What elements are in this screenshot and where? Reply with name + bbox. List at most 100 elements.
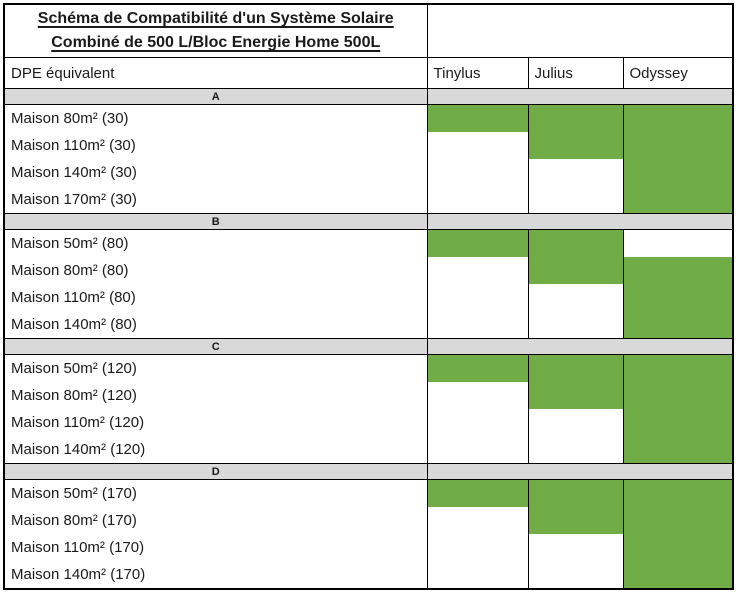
incompatible-cell xyxy=(426,284,528,311)
table-row: Maison 50m² (120) xyxy=(4,354,733,382)
compatible-cell xyxy=(622,159,733,186)
section-label: A xyxy=(4,88,428,105)
section-label: C xyxy=(4,338,428,355)
compatible-cell xyxy=(622,104,733,132)
section-band xyxy=(427,463,733,480)
incompatible-cell xyxy=(527,409,623,436)
house-label: Maison 50m² (120) xyxy=(4,354,427,382)
incompatible-cell xyxy=(426,186,528,214)
compatible-cell xyxy=(622,409,733,436)
compatible-cell xyxy=(622,284,733,311)
incompatible-cell xyxy=(426,132,528,159)
compatible-cell xyxy=(426,229,528,257)
incompatible-cell xyxy=(527,186,623,214)
incompatible-cell xyxy=(426,409,528,436)
table-row: Maison 110m² (80) xyxy=(4,284,733,311)
house-label: Maison 80m² (30) xyxy=(4,104,427,132)
compatible-cell xyxy=(527,354,623,382)
incompatible-cell xyxy=(426,382,528,409)
incompatible-cell xyxy=(622,229,733,257)
compatible-cell xyxy=(622,479,733,507)
house-label: Maison 50m² (80) xyxy=(4,229,427,257)
compatible-cell xyxy=(622,534,733,561)
section-band-row-b: B xyxy=(4,213,733,230)
title-row: Schéma de Compatibilité d'un Système Sol… xyxy=(4,4,733,58)
compatible-cell xyxy=(426,354,528,382)
table-row: Maison 80m² (120) xyxy=(4,382,733,409)
column-header-odyssey: Odyssey xyxy=(622,57,733,89)
house-label: Maison 80m² (170) xyxy=(4,507,427,534)
section-band xyxy=(427,213,733,230)
incompatible-cell xyxy=(426,159,528,186)
table-row: Maison 140m² (30) xyxy=(4,159,733,186)
table-row: Maison 50m² (170) xyxy=(4,479,733,507)
compatible-cell xyxy=(527,132,623,159)
compatible-cell xyxy=(622,354,733,382)
incompatible-cell xyxy=(426,561,528,589)
section-band-row-a: A xyxy=(4,88,733,105)
house-label: Maison 140m² (80) xyxy=(4,311,427,339)
compatible-cell xyxy=(622,311,733,339)
column-header-tinylus: Tinylus xyxy=(426,57,528,89)
house-label: Maison 110m² (80) xyxy=(4,284,427,311)
incompatible-cell xyxy=(426,311,528,339)
incompatible-cell xyxy=(426,534,528,561)
house-label: Maison 80m² (80) xyxy=(4,257,427,284)
table-row: Maison 80m² (170) xyxy=(4,507,733,534)
house-label: Maison 80m² (120) xyxy=(4,382,427,409)
house-label: Maison 110m² (120) xyxy=(4,409,427,436)
section-label: B xyxy=(4,213,428,230)
incompatible-cell xyxy=(426,507,528,534)
compatible-cell xyxy=(527,479,623,507)
table-row: Maison 140m² (120) xyxy=(4,436,733,464)
incompatible-cell xyxy=(426,257,528,284)
compatible-cell xyxy=(527,507,623,534)
table-row: Maison 140m² (80) xyxy=(4,311,733,339)
table-row: Maison 140m² (170) xyxy=(4,561,733,589)
section-band xyxy=(427,88,733,105)
incompatible-cell xyxy=(527,159,623,186)
title-spacer-cell xyxy=(427,4,733,58)
house-label: Maison 140m² (170) xyxy=(4,561,427,589)
compatibility-table: Schéma de Compatibilité d'un Système Sol… xyxy=(3,3,734,590)
table-row: Maison 110m² (30) xyxy=(4,132,733,159)
compatible-cell xyxy=(527,104,623,132)
incompatible-cell xyxy=(527,534,623,561)
incompatible-cell xyxy=(527,284,623,311)
house-label: Maison 50m² (170) xyxy=(4,479,427,507)
table-row: Maison 110m² (170) xyxy=(4,534,733,561)
compatible-cell xyxy=(622,436,733,464)
table-title: Schéma de Compatibilité d'un Système Sol… xyxy=(4,4,428,58)
house-label: Maison 140m² (120) xyxy=(4,436,427,464)
compatible-cell xyxy=(426,104,528,132)
compatible-cell xyxy=(622,132,733,159)
section-label: D xyxy=(4,463,428,480)
table-row: Maison 80m² (30) xyxy=(4,104,733,132)
table-row: Maison 170m² (30) xyxy=(4,186,733,214)
incompatible-cell xyxy=(527,561,623,589)
table-row: Maison 80m² (80) xyxy=(4,257,733,284)
compatible-cell xyxy=(527,257,623,284)
compatible-cell xyxy=(426,479,528,507)
incompatible-cell xyxy=(527,436,623,464)
incompatible-cell xyxy=(527,311,623,339)
column-header-julius: Julius xyxy=(527,57,623,89)
house-label: Maison 170m² (30) xyxy=(4,186,427,214)
table-title-line1: Schéma de Compatibilité d'un Système Sol… xyxy=(37,10,394,27)
house-label: Maison 140m² (30) xyxy=(4,159,427,186)
compatible-cell xyxy=(622,561,733,589)
compatible-cell xyxy=(622,257,733,284)
compatible-cell xyxy=(527,382,623,409)
compatible-cell xyxy=(527,229,623,257)
column-header-row: DPE équivalent Tinylus Julius Odyssey xyxy=(4,57,733,89)
table-row: Maison 50m² (80) xyxy=(4,229,733,257)
house-label: Maison 110m² (170) xyxy=(4,534,427,561)
table-row: Maison 110m² (120) xyxy=(4,409,733,436)
section-band xyxy=(427,338,733,355)
section-band-row-d: D xyxy=(4,463,733,480)
compatible-cell xyxy=(622,382,733,409)
incompatible-cell xyxy=(426,436,528,464)
house-label: Maison 110m² (30) xyxy=(4,132,427,159)
column-header-dpe: DPE équivalent xyxy=(4,57,427,89)
